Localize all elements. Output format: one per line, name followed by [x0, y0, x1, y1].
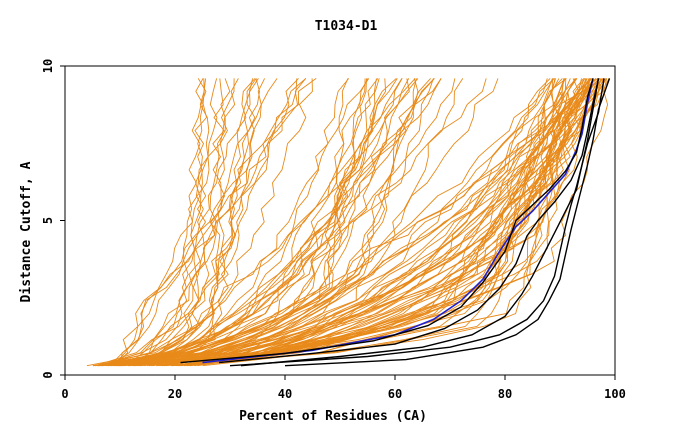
- model-curve-95: [162, 78, 607, 367]
- model-curve-96: [132, 78, 555, 367]
- model-curve-35: [97, 78, 410, 367]
- model-curve-7: [101, 78, 278, 367]
- model-curve-15: [95, 78, 231, 367]
- model-curve-105: [97, 78, 576, 367]
- model-curve-47: [127, 78, 487, 367]
- model-curve-71: [112, 78, 587, 367]
- x-axis: 0 20 40 60 80 100: [61, 375, 626, 401]
- x-tick-label-100: 100: [604, 387, 626, 401]
- model-curve-48: [118, 78, 387, 367]
- model-curve-42: [115, 78, 403, 367]
- model-curve-94: [202, 78, 586, 367]
- model-curve-92: [106, 78, 601, 367]
- model-curve-45: [121, 78, 419, 367]
- x-tick-label-20: 20: [168, 387, 182, 401]
- model-curve-109: [129, 78, 590, 367]
- model-curve-11: [124, 78, 207, 367]
- model-curve-33: [144, 78, 442, 367]
- model-curve-79: [102, 78, 567, 367]
- model-curve-4: [93, 78, 260, 367]
- model-curve-9: [131, 78, 266, 367]
- model-curve-19: [114, 78, 218, 367]
- model-curve-97: [113, 78, 598, 367]
- model-curve-8: [99, 78, 207, 367]
- chart-title: T1034-D1: [315, 19, 378, 34]
- y-axis: 0 5 10: [41, 59, 65, 379]
- model-curve-103: [156, 78, 551, 367]
- model-curve-21: [119, 78, 307, 366]
- model-curve-6: [108, 78, 259, 367]
- model-curve-27: [129, 78, 410, 367]
- series-reference-2: [218, 78, 600, 364]
- model-curve-108: [170, 78, 594, 367]
- y-axis-label: Distance Cutoff, A: [19, 161, 34, 302]
- model-curve-51: [114, 78, 349, 367]
- model-curve-63: [171, 78, 557, 367]
- series-reference-4: [229, 78, 605, 367]
- model-curve-44: [92, 78, 456, 367]
- model-curve-5: [117, 78, 210, 367]
- model-curve-36: [108, 78, 379, 367]
- x-axis-label: Percent of Residues (CA): [239, 409, 427, 424]
- model-curve-40: [136, 78, 435, 367]
- model-curve-49: [97, 78, 419, 367]
- x-tick-label-0: 0: [61, 387, 68, 401]
- model-curve-10: [128, 78, 299, 367]
- y-tick-label-10: 10: [41, 59, 55, 73]
- model-curve-102: [156, 78, 571, 367]
- model-curve-16: [128, 78, 313, 367]
- model-curve-20: [97, 78, 225, 367]
- model-curve-111: [94, 78, 585, 367]
- y-tick-label-5: 5: [41, 217, 55, 224]
- model-curve-59: [187, 78, 548, 367]
- series-layer: [86, 78, 611, 367]
- model-curve-24: [140, 78, 403, 367]
- x-tick-label-40: 40: [278, 387, 292, 401]
- model-curve-50: [93, 78, 431, 367]
- model-curve-98: [109, 78, 606, 367]
- model-curve-78: [122, 78, 609, 367]
- model-curve-46: [122, 78, 499, 367]
- model-curve-62: [117, 78, 588, 367]
- model-curve-18: [112, 78, 239, 367]
- x-tick-label-80: 80: [498, 387, 512, 401]
- model-curve-106: [161, 78, 585, 367]
- model-curve-1: [119, 78, 257, 367]
- model-curve-81: [116, 78, 601, 367]
- x-tick-label-60: 60: [388, 387, 402, 401]
- model-curve-83: [178, 78, 565, 367]
- model-curve-110: [197, 78, 600, 367]
- y-tick-label-0: 0: [41, 371, 55, 378]
- model-curve-32: [116, 78, 416, 367]
- model-curve-22: [140, 78, 464, 367]
- series-reference-1: [180, 78, 594, 364]
- series-reference-5: [284, 78, 611, 367]
- model-curve-101: [100, 78, 555, 367]
- model-curve-89: [121, 78, 593, 367]
